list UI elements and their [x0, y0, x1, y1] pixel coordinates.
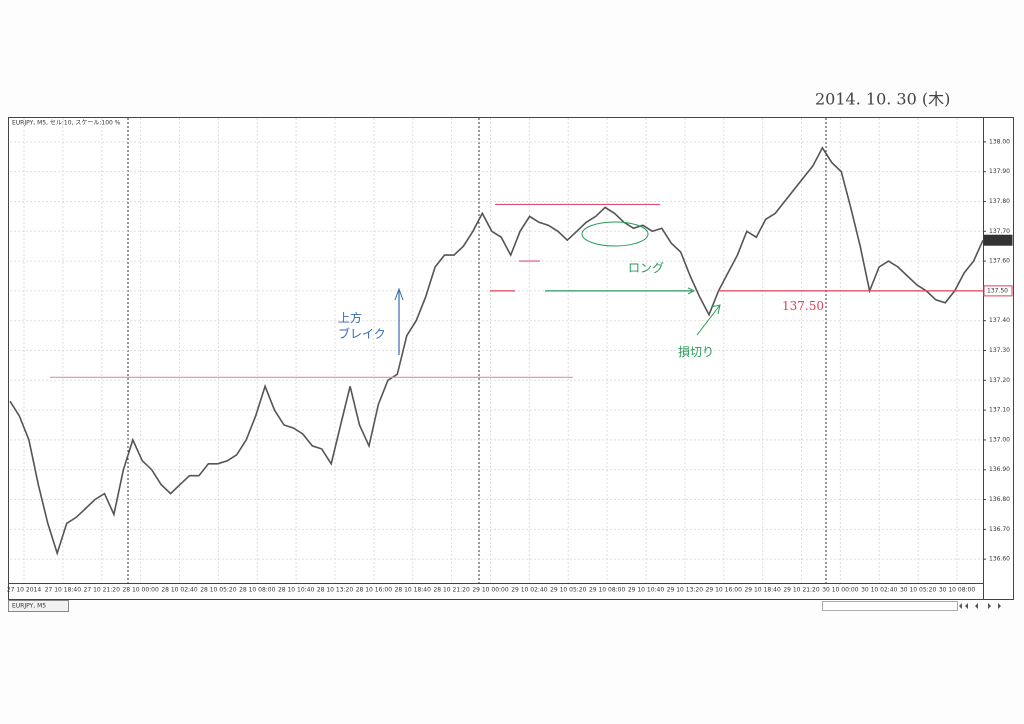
y-tick-label: 137.00 [989, 436, 1010, 443]
arrow-head [687, 287, 696, 295]
x-tick-label: 28 10 16:00 [356, 587, 393, 594]
x-tick-label: 29 10 00:00 [472, 587, 509, 594]
scrollbar[interactable] [822, 601, 958, 611]
y-tick-label: 136.70 [989, 526, 1010, 533]
x-tick-label: 30 10 08:00 [939, 587, 976, 594]
y-tick-label: 137.60 [989, 258, 1010, 265]
x-tick-label: 30 10 05:20 [900, 587, 937, 594]
y-tick-label: 137.80 [989, 198, 1010, 205]
tab-label[interactable]: EURJPY, M5 [12, 603, 46, 610]
x-tick-label: 29 10 05:20 [550, 587, 587, 594]
x-tick-label: 28 10 21:20 [433, 587, 470, 594]
x-tick-label: 28 10 10:40 [278, 587, 315, 594]
x-tick-label: 29 10 18:40 [744, 587, 781, 594]
x-tick-label: 30 10 00:00 [822, 587, 859, 594]
price-line [9, 146, 984, 556]
tab[interactable] [8, 600, 69, 612]
x-tick-label: 27 10 2014 [7, 587, 42, 594]
y-tick-label: 136.80 [989, 496, 1010, 503]
x-tick-label: 29 10 16:00 [706, 587, 743, 594]
x-tick-label: 28 10 08:00 [239, 587, 276, 594]
y-tick-label: 137.70 [989, 228, 1010, 235]
annotation: 上方ブレイク [338, 310, 386, 341]
x-tick-label: 28 10 18:40 [395, 587, 432, 594]
x-tick-label: 29 10 10:40 [628, 587, 665, 594]
x-tick-label: 28 10 05:20 [200, 587, 237, 594]
stop-arrowhead [710, 304, 721, 315]
nav-arrows[interactable] [959, 603, 1001, 609]
y-tick-label: 136.60 [989, 556, 1010, 563]
price-marker-label: 137.50 [987, 287, 1008, 294]
x-tick-label: 29 10 08:00 [589, 587, 626, 594]
chart-frame [8, 117, 1014, 600]
annotation: 137.50 [782, 299, 824, 313]
y-tick-label: 137.20 [989, 377, 1010, 384]
y-tick-label: 138.00 [989, 138, 1010, 145]
date-note: 2014. 10. 30 (木) [815, 90, 950, 109]
annotation: 損切り [678, 344, 714, 359]
price-marker [983, 234, 1013, 246]
y-tick-label: 137.40 [989, 317, 1010, 324]
x-tick-label: 29 10 21:20 [783, 587, 820, 594]
price-marker-label: 137.67 [987, 237, 1008, 244]
y-tick-label: 137.90 [989, 168, 1010, 175]
x-tick-label: 28 10 02:40 [161, 587, 198, 594]
stop-arrow [696, 304, 721, 336]
scroll-buttons[interactable] [959, 603, 1001, 609]
x-tick-label: 28 10 00:00 [122, 587, 159, 594]
grid [10, 118, 983, 583]
annotation: ロング [628, 261, 664, 275]
breakout-arrowhead [394, 287, 404, 301]
y-tick-label: 137.30 [989, 347, 1010, 354]
price-marker [983, 285, 1013, 297]
long-circle [581, 221, 649, 247]
x-tick-label: 30 10 02:40 [861, 587, 898, 594]
x-tick-label: 29 10 02:40 [511, 587, 548, 594]
x-tick-label: 28 10 13:20 [317, 587, 354, 594]
x-tick-label: 27 10 21:20 [84, 587, 121, 594]
x-tick-label: 27 10 18:40 [45, 587, 82, 594]
chart-title: EURJPY, M5, セル:10, スケール:100 % [12, 120, 121, 127]
y-tick-label: 136.90 [989, 466, 1010, 473]
y-tick-label: 137.10 [989, 407, 1010, 414]
x-tick-label: 29 10 13:20 [667, 587, 704, 594]
